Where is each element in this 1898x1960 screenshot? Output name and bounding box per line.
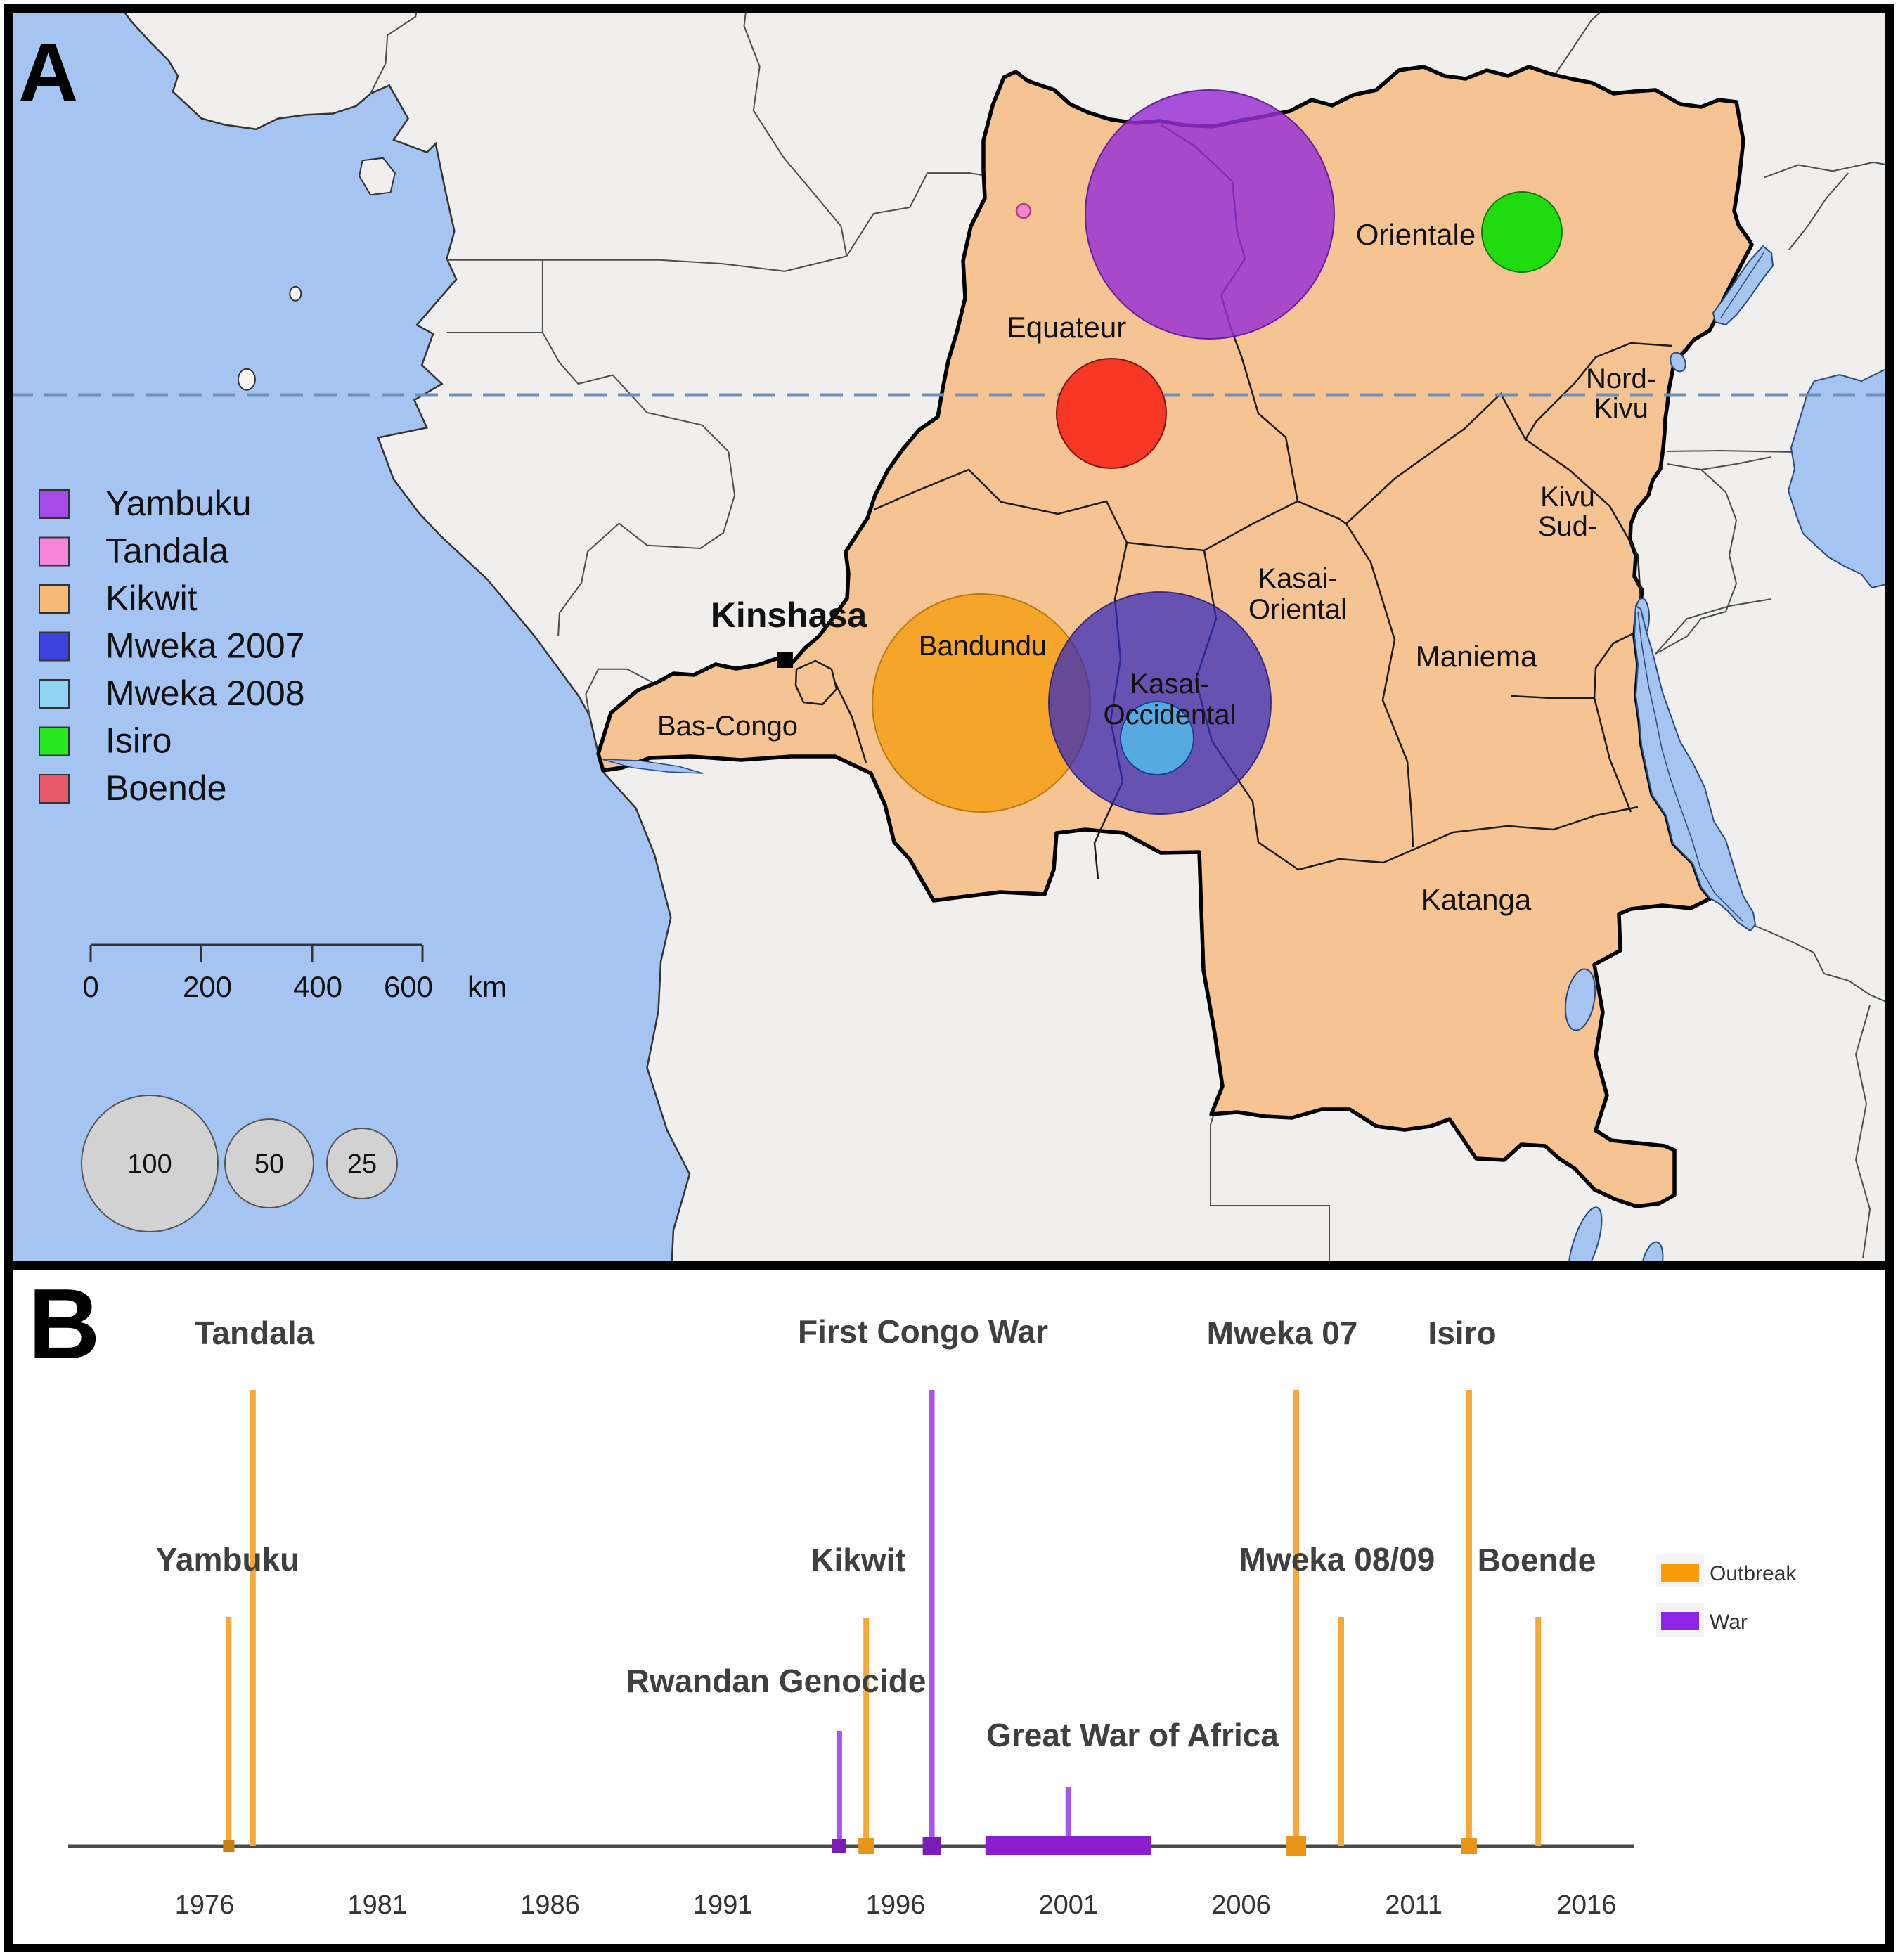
- svg-text:Sud-: Sud-: [1538, 511, 1598, 542]
- svg-text:50: 50: [254, 1149, 284, 1179]
- svg-text:Mweka 2007: Mweka 2007: [105, 626, 305, 666]
- svg-text:Oriental: Oriental: [1248, 594, 1347, 625]
- svg-text:Kivu: Kivu: [1594, 393, 1648, 424]
- svg-text:1991: 1991: [693, 1890, 753, 1920]
- svg-text:Tandala: Tandala: [105, 531, 228, 571]
- svg-text:Nord-: Nord-: [1586, 363, 1656, 394]
- svg-text:Bandundu: Bandundu: [919, 631, 1047, 662]
- svg-text:Tandala: Tandala: [195, 1315, 315, 1351]
- svg-text:2001: 2001: [1039, 1890, 1099, 1920]
- svg-text:First Congo War: First Congo War: [798, 1313, 1048, 1350]
- svg-text:Isiro: Isiro: [105, 721, 172, 761]
- svg-text:2011: 2011: [1385, 1890, 1442, 1920]
- svg-text:Rwandan Genocide: Rwandan Genocide: [626, 1663, 927, 1699]
- svg-text:Mweka 07: Mweka 07: [1207, 1315, 1358, 1351]
- svg-text:Great War of Africa: Great War of Africa: [986, 1717, 1279, 1753]
- svg-text:Boende: Boende: [105, 768, 226, 808]
- svg-text:Katanga: Katanga: [1421, 883, 1532, 916]
- svg-text:Kasai-: Kasai-: [1258, 563, 1337, 594]
- svg-text:400: 400: [293, 970, 342, 1003]
- svg-text:1976: 1976: [175, 1890, 235, 1920]
- svg-text:Bas-Congo: Bas-Congo: [657, 711, 798, 742]
- svg-text:Yambuku: Yambuku: [105, 484, 252, 523]
- svg-text:1986: 1986: [520, 1890, 580, 1920]
- svg-text:Occidental: Occidental: [1104, 699, 1237, 730]
- svg-text:Mweka 08/09: Mweka 08/09: [1239, 1541, 1435, 1578]
- svg-text:Outbreak: Outbreak: [1710, 1562, 1797, 1585]
- svg-text:Kasai-: Kasai-: [1130, 669, 1209, 699]
- svg-text:Kikwit: Kikwit: [811, 1542, 905, 1578]
- svg-text:Boende: Boende: [1478, 1542, 1596, 1578]
- svg-text:War: War: [1710, 1611, 1748, 1634]
- svg-text:Equateur: Equateur: [1007, 311, 1126, 344]
- svg-text:km: km: [467, 970, 507, 1003]
- svg-text:Mweka 2008: Mweka 2008: [105, 673, 305, 713]
- svg-text:25: 25: [347, 1149, 377, 1179]
- svg-text:1981: 1981: [348, 1890, 408, 1920]
- svg-text:Isiro: Isiro: [1428, 1315, 1496, 1351]
- svg-text:Orientale: Orientale: [1356, 218, 1476, 251]
- svg-text:1996: 1996: [866, 1890, 926, 1920]
- svg-text:200: 200: [183, 970, 232, 1003]
- svg-text:600: 600: [384, 970, 433, 1003]
- svg-text:Kivu: Kivu: [1540, 482, 1595, 512]
- svg-text:B: B: [28, 1268, 101, 1380]
- svg-text:Yambuku: Yambuku: [156, 1541, 300, 1578]
- svg-text:Kikwit: Kikwit: [105, 579, 198, 618]
- svg-text:Maniema: Maniema: [1416, 640, 1537, 673]
- svg-text:100: 100: [127, 1149, 172, 1179]
- svg-text:2016: 2016: [1557, 1890, 1617, 1920]
- svg-text:0: 0: [82, 970, 98, 1003]
- svg-text:A: A: [18, 26, 78, 119]
- svg-text:Kinshasa: Kinshasa: [711, 595, 868, 635]
- svg-text:2006: 2006: [1211, 1890, 1271, 1920]
